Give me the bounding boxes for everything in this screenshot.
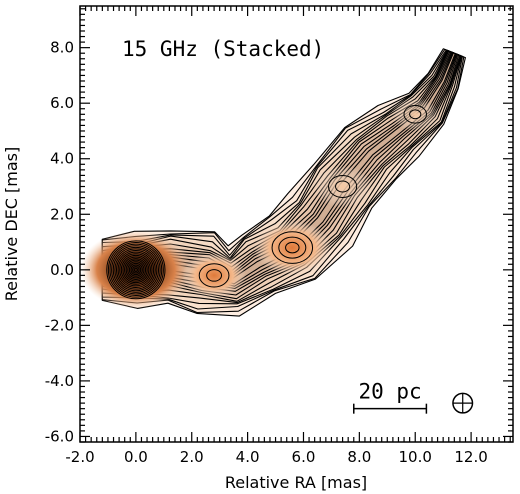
component-contour: [122, 256, 150, 284]
component-contour: [130, 264, 142, 276]
contour-level: [101, 48, 466, 317]
component-contour: [107, 241, 164, 298]
component-contour: [409, 109, 422, 120]
x-tick-label: 4.0: [236, 448, 260, 466]
component-contour: [128, 262, 143, 277]
component-contour: [106, 240, 166, 300]
y-tick-label: 4.0: [50, 150, 74, 168]
y-tick-label: 2.0: [50, 205, 74, 223]
axis-ticks: [79, 6, 513, 443]
component-contour: [125, 259, 147, 280]
x-tick-label: 0.0: [124, 448, 148, 466]
x-tick-label: 6.0: [292, 448, 316, 466]
y-axis-label: Relative DEC [mas]: [2, 147, 21, 302]
plot-area: [80, 48, 466, 317]
scale-bar: [353, 403, 428, 414]
x-axis-label: Relative RA [mas]: [225, 473, 367, 492]
plot-frame: [79, 5, 514, 443]
component-contour: [335, 180, 351, 193]
x-tick-label: 2.0: [180, 448, 204, 466]
component-contour: [111, 245, 161, 295]
component-contour: [114, 248, 158, 292]
beam-marker: [452, 392, 474, 414]
contour-level: [101, 49, 463, 310]
y-tick-label: 6.0: [50, 94, 74, 112]
component-inner-jet: [182, 253, 246, 298]
component-contour: [133, 267, 138, 272]
contour-level: [101, 48, 465, 314]
component-contour: [278, 236, 307, 259]
component-contour: [124, 258, 148, 282]
scale-bar-label: 20 pc: [358, 380, 421, 404]
y-tick-label: 0.0: [50, 261, 74, 279]
component-contour: [117, 251, 155, 289]
component-outer-jet: [391, 97, 440, 132]
x-tick-label: 10.0: [399, 448, 432, 466]
component-core: [80, 230, 192, 309]
component-contour: [132, 266, 140, 274]
component-contour: [115, 250, 156, 290]
y-tick-label: -2.0: [45, 316, 74, 334]
component-contour: [328, 175, 358, 199]
component-contour: [112, 246, 160, 293]
component-knot-2: [312, 165, 373, 208]
component-contour: [271, 231, 314, 264]
y-tick-label: -4.0: [45, 372, 74, 390]
x-tick-label: -2.0: [65, 448, 94, 466]
component-contour: [109, 243, 163, 297]
component-contour: [285, 241, 300, 254]
y-tick-label: -6.0: [45, 427, 74, 445]
tick-labels: -2.0 0.0 2.0 4.0 6.0 8.0 10.0 12.0 -6.0 -4.0 -2.0 0…: [45, 39, 488, 466]
x-tick-label: 8.0: [347, 448, 371, 466]
component-contour: [127, 261, 145, 279]
chart-title: 15 GHz (Stacked): [122, 37, 324, 61]
component-contour: [198, 263, 230, 288]
component-contour: [403, 105, 427, 124]
y-tick-label: 8.0: [50, 39, 74, 57]
component-contour: [119, 253, 153, 287]
component-contour: [206, 269, 223, 282]
component-contour: [120, 254, 151, 285]
component-knot-1: [253, 220, 331, 275]
x-tick-label: 12.0: [454, 448, 487, 466]
